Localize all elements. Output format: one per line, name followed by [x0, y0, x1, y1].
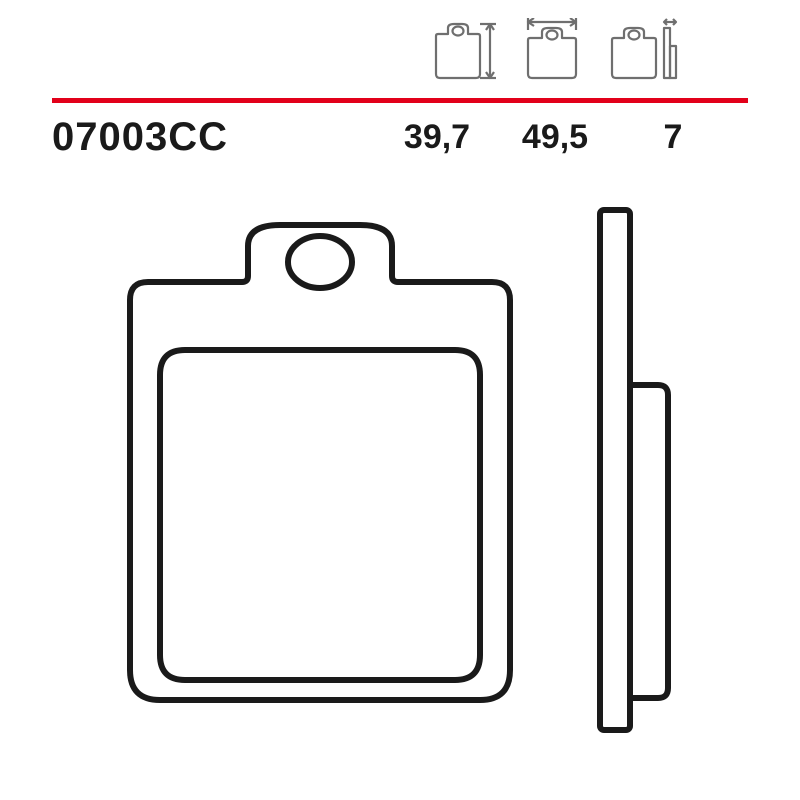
spec-sheet: 07003CC 39,7 49,5 7 — [0, 0, 800, 800]
part-number: 07003CC — [52, 115, 228, 160]
divider-rule — [52, 98, 748, 103]
dimension-legend — [428, 18, 690, 80]
dim-height: 39,7 — [402, 118, 472, 157]
mounting-hole — [288, 236, 352, 288]
dim-width: 49,5 — [520, 118, 590, 157]
friction-surface — [160, 350, 480, 680]
dimension-values: 39,7 49,5 7 — [402, 118, 708, 157]
spec-row: 07003CC 39,7 49,5 7 — [52, 115, 748, 160]
width-icon — [516, 18, 588, 80]
thickness-icon — [604, 18, 690, 80]
technical-drawing — [60, 190, 740, 750]
side-pad — [630, 385, 668, 698]
side-backplate — [600, 210, 630, 730]
dim-thickness: 7 — [638, 118, 708, 157]
front-outline — [130, 225, 510, 700]
height-icon — [428, 18, 500, 80]
